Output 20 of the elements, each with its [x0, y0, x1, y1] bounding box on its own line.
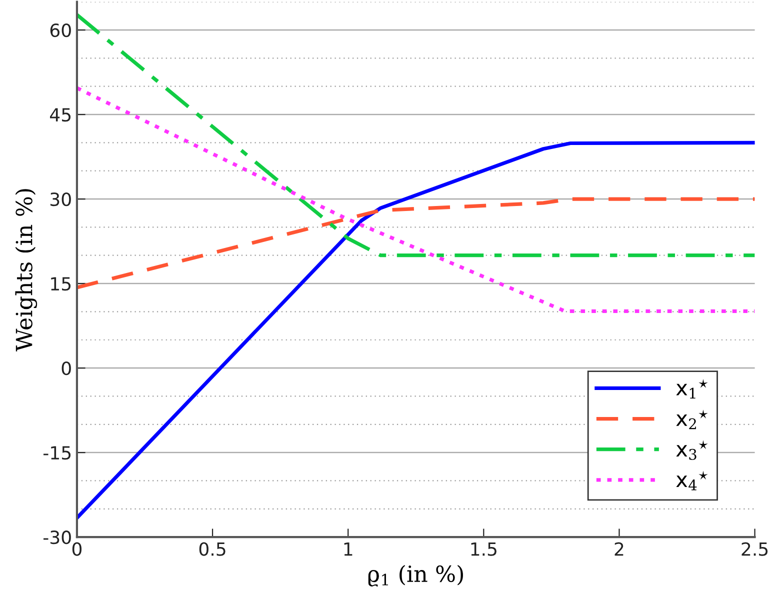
x-tick-label: 2.5 — [742, 542, 768, 556]
y-tick-label: 45 — [50, 108, 71, 122]
legend-label: x$_{2}$$^{⋆}$ — [676, 410, 708, 430]
y-tick-label: 30 — [50, 192, 71, 206]
legend-label: x$_{4}$$^{⋆}$ — [676, 470, 708, 490]
y-tick-label: 0 — [62, 362, 71, 376]
y-tick-label: 60 — [50, 23, 71, 38]
legend-label: x$_{3}$$^{⋆}$ — [676, 440, 708, 460]
x-tick-label: 1.5 — [471, 542, 496, 556]
x-tick-label: 0 — [72, 542, 82, 556]
y-tick-label: -15 — [44, 446, 71, 460]
x-tick-label: 2 — [614, 542, 624, 556]
y-tick-label: 15 — [51, 277, 71, 291]
y-tick-label: -30 — [44, 530, 71, 544]
y-axis-title: Weights (in %) — [15, 189, 38, 352]
x-axis-title: ϱ$_{1}$ (in %) — [368, 564, 463, 587]
x-tick-label: 1 — [344, 542, 352, 556]
line-series — [76, 140, 755, 520]
legend-label: x$_{1}$$^{⋆}$ — [676, 379, 708, 399]
x-tick-label: 0.5 — [199, 542, 226, 556]
